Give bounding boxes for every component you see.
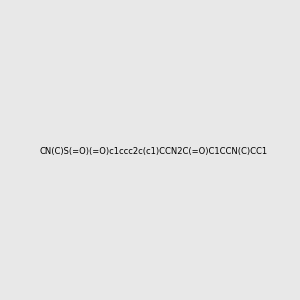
Text: CN(C)S(=O)(=O)c1ccc2c(c1)CCN2C(=O)C1CCN(C)CC1: CN(C)S(=O)(=O)c1ccc2c(c1)CCN2C(=O)C1CCN(…	[40, 147, 268, 156]
